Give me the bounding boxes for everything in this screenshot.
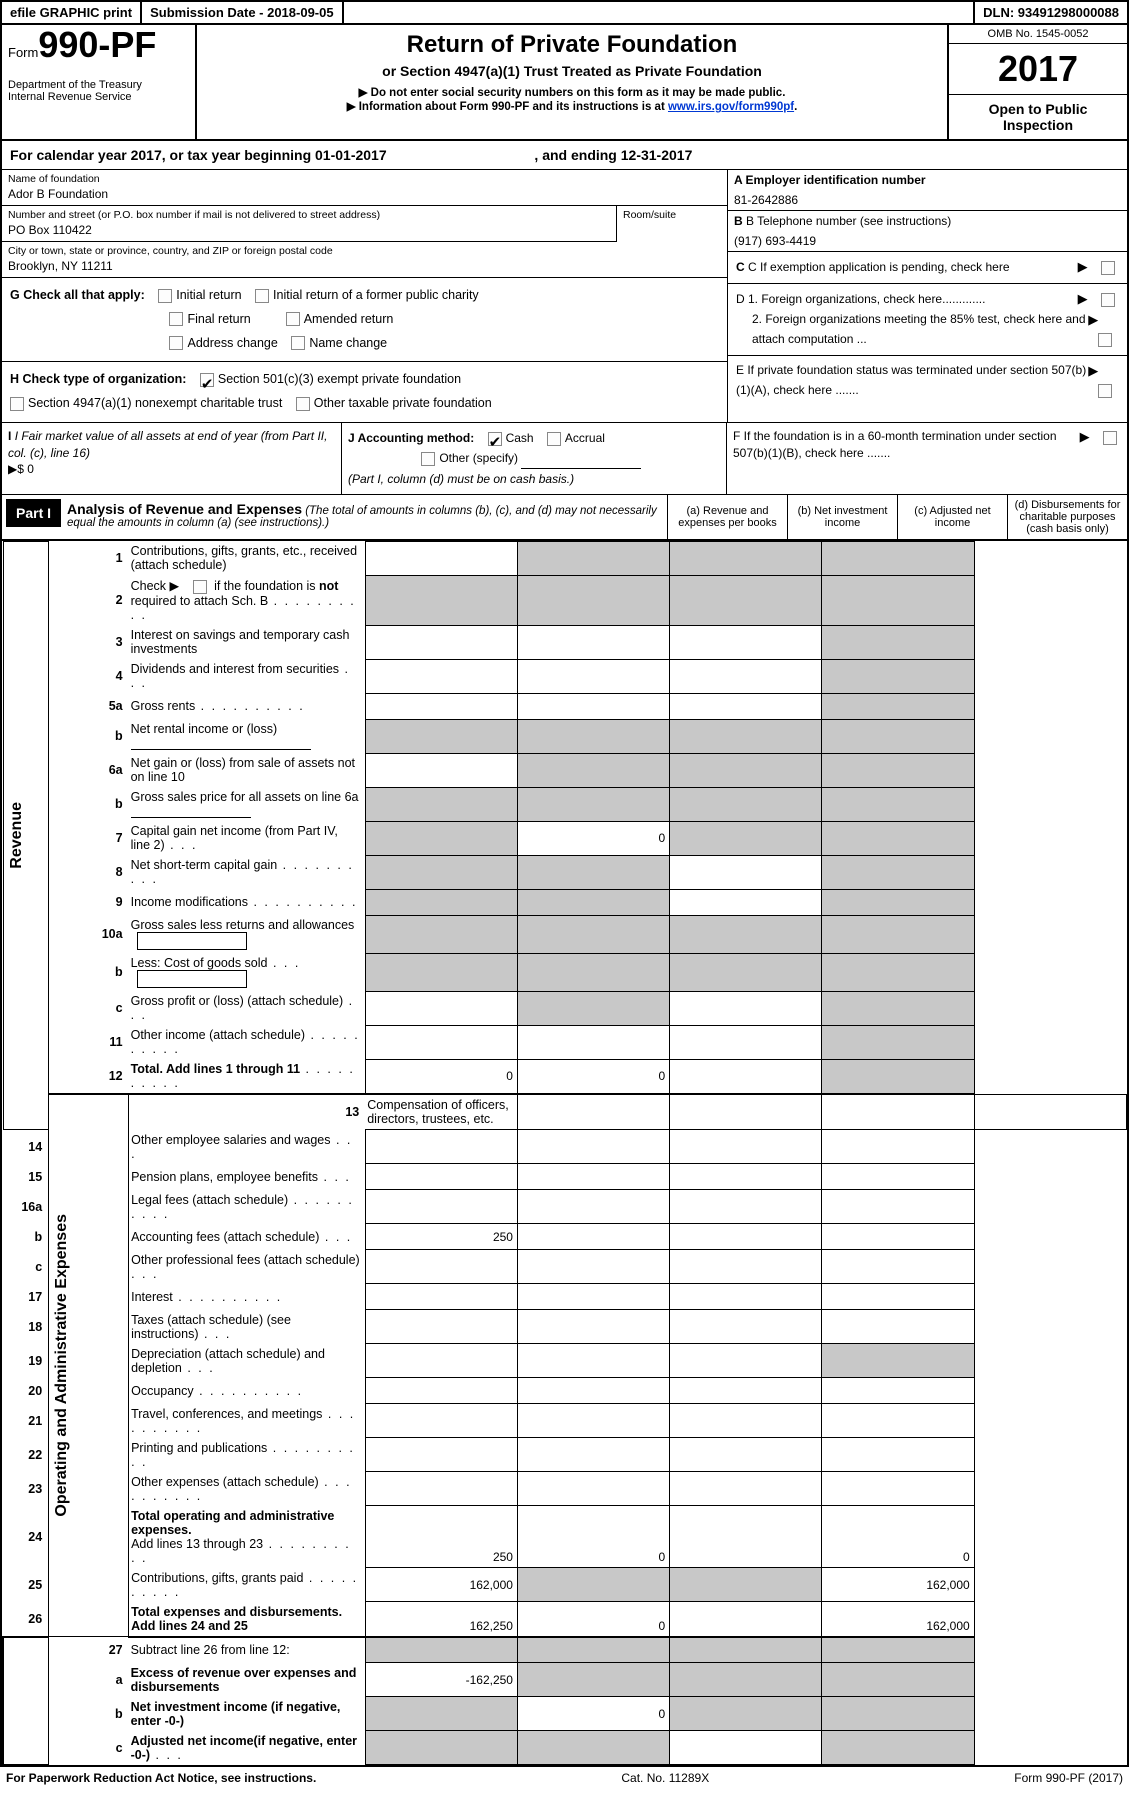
checkbox-d2[interactable] xyxy=(1098,333,1112,347)
c-pending: C C If exemption application is pending,… xyxy=(728,252,1127,284)
revenue-side-label: Revenue xyxy=(8,802,26,869)
identity-grid: Name of foundation Ador B Foundation Num… xyxy=(2,170,1127,423)
i-j-f-row: I I Fair market value of all assets at e… xyxy=(2,423,1127,495)
col-c-hdr: (c) Adjusted net income xyxy=(897,495,1007,539)
foundation-name-cell: Name of foundation Ador B Foundation xyxy=(2,170,727,206)
cat-number: Cat. No. 11289X xyxy=(621,1771,709,1785)
checkbox-e[interactable] xyxy=(1098,384,1112,398)
form-header: Form990-PF Department of the Treasury In… xyxy=(2,25,1127,141)
col-a-hdr: (a) Revenue and expenses per books xyxy=(667,495,787,539)
checkbox-c[interactable] xyxy=(1101,261,1115,275)
col-d-hdr: (d) Disbursements for charitable purpose… xyxy=(1007,495,1127,539)
submission-date: Submission Date - 2018-09-05 xyxy=(142,2,344,23)
checkbox-amended[interactable] xyxy=(286,312,300,326)
part1-table: Revenue 1Contributions, gifts, grants, e… xyxy=(2,541,1127,1765)
calendar-year-row: For calendar year 2017, or tax year begi… xyxy=(2,141,1127,170)
checkbox-accrual[interactable] xyxy=(547,432,561,446)
dept-treasury: Department of the Treasury xyxy=(8,79,189,91)
j-accounting: J Accounting method: Cash Accrual Other … xyxy=(342,423,727,494)
checkbox-initial[interactable] xyxy=(158,289,172,303)
header-right: OMB No. 1545-0052 2017 Open to Public In… xyxy=(947,25,1127,139)
paperwork-notice: For Paperwork Reduction Act Notice, see … xyxy=(6,1771,316,1785)
checkbox-other-taxable[interactable] xyxy=(296,397,310,411)
telephone-cell: B B Telephone number (see instructions) … xyxy=(728,211,1127,252)
h-check-section: H Check type of organization: Section 50… xyxy=(2,362,727,422)
top-bar: efile GRAPHIC print Submission Date - 20… xyxy=(2,2,1127,25)
page-footer: For Paperwork Reduction Act Notice, see … xyxy=(0,1767,1129,1789)
ein-cell: A Employer identification number 81-2642… xyxy=(728,170,1127,211)
checkbox-final[interactable] xyxy=(169,312,183,326)
checkbox-4947[interactable] xyxy=(10,397,24,411)
top-spacer xyxy=(344,2,976,23)
checkbox-d1[interactable] xyxy=(1101,293,1115,307)
part-label: Part I xyxy=(6,499,61,527)
open-to-public: Open to Public Inspection xyxy=(949,95,1127,139)
form-title: Return of Private Foundation xyxy=(207,31,937,59)
checkbox-schb[interactable] xyxy=(193,580,207,594)
f-termination: F If the foundation is in a 60-month ter… xyxy=(727,423,1127,494)
checkbox-other-method[interactable] xyxy=(421,452,435,466)
e-terminated: E If private foundation status was termi… xyxy=(728,356,1127,406)
col-b-hdr: (b) Net investment income xyxy=(787,495,897,539)
form-ref: Form 990-PF (2017) xyxy=(1014,1771,1123,1785)
form-subtitle: or Section 4947(a)(1) Trust Treated as P… xyxy=(207,63,937,79)
irs-link[interactable]: www.irs.gov/form990pf xyxy=(668,101,794,113)
i-fmv: I I Fair market value of all assets at e… xyxy=(2,423,342,494)
header-left: Form990-PF Department of the Treasury In… xyxy=(2,25,197,139)
part1-header: Part I Analysis of Revenue and Expenses … xyxy=(2,495,1127,541)
dln: DLN: 93491298000088 xyxy=(975,2,1127,23)
form-990pf: efile GRAPHIC print Submission Date - 20… xyxy=(0,0,1129,1767)
address-cell: Number and street (or P.O. box number if… xyxy=(2,206,617,242)
note-instructions: ▶ Information about Form 990-PF and its … xyxy=(207,99,937,113)
expenses-side-label: Operating and Administrative Expenses xyxy=(53,1214,71,1517)
room-cell: Room/suite xyxy=(617,206,727,242)
checkbox-501c3[interactable] xyxy=(200,373,214,387)
form-prefix: Form xyxy=(8,45,38,60)
form-number: 990-PF xyxy=(38,24,156,65)
note-ssn: ▶ Do not enter social security numbers o… xyxy=(207,85,937,99)
checkbox-initial-former[interactable] xyxy=(255,289,269,303)
checkbox-address-change[interactable] xyxy=(169,336,183,350)
header-center: Return of Private Foundation or Section … xyxy=(197,25,947,139)
g-check-section: G Check all that apply: Initial return I… xyxy=(2,278,727,362)
part-description: Analysis of Revenue and Expenses (The to… xyxy=(61,495,667,539)
checkbox-name-change[interactable] xyxy=(291,336,305,350)
city-cell: City or town, state or province, country… xyxy=(2,242,727,278)
omb-number: OMB No. 1545-0052 xyxy=(949,25,1127,44)
d-foreign: D 1. Foreign organizations, check here..… xyxy=(728,284,1127,356)
checkbox-cash[interactable] xyxy=(488,432,502,446)
checkbox-f[interactable] xyxy=(1103,431,1117,445)
efile-print: efile GRAPHIC print xyxy=(2,2,142,23)
tax-year: 2017 xyxy=(949,44,1127,95)
irs-label: Internal Revenue Service xyxy=(8,91,189,103)
